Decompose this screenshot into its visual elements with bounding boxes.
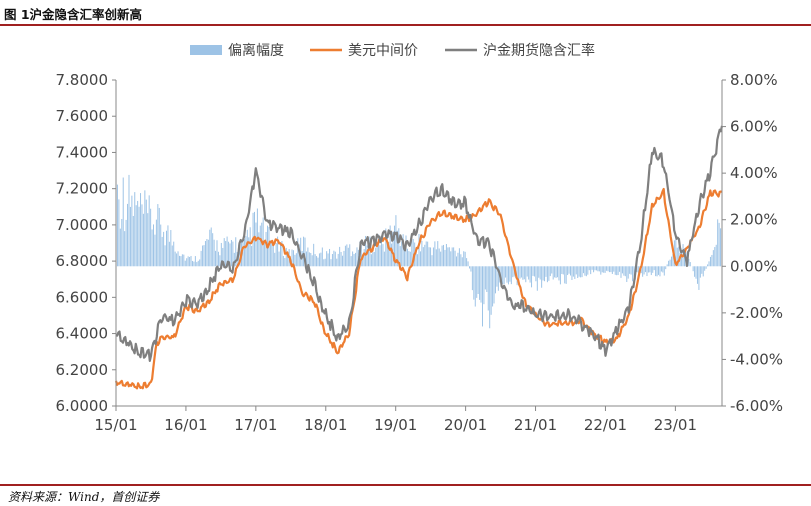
legend-swatch-bar <box>190 45 222 55</box>
x-tick-label: 18/01 <box>304 416 347 434</box>
y-left-tick-label: 6.4000 <box>56 325 109 343</box>
axes <box>115 80 723 407</box>
y-left-tick-label: 7.4000 <box>56 143 109 161</box>
y-right-tick-label: -6.00% <box>730 397 783 415</box>
y-right-tick-label: 0.00% <box>730 257 778 275</box>
x-tick-label: 17/01 <box>234 416 277 434</box>
y-left-tick-label: 7.8000 <box>56 71 109 89</box>
legend-label: 沪金期货隐含汇率 <box>483 42 595 59</box>
y-left-tick-label: 6.8000 <box>56 252 109 270</box>
y-right-tick-label: 4.00% <box>730 164 778 182</box>
x-tick-label: 22/01 <box>584 416 627 434</box>
x-axis-ticks: 15/01 16/01 17/01 18/01 19/01 20/01 21/01 22/01… <box>94 406 697 434</box>
y-right-tick-label: -4.00% <box>730 350 783 368</box>
y-left-tick-label: 7.2000 <box>56 180 109 198</box>
x-tick-label: 15/01 <box>94 416 137 434</box>
y-left-tick-label: 6.2000 <box>56 361 109 379</box>
legend-label: 偏离幅度 <box>228 42 284 59</box>
y-left-tick-label: 7.0000 <box>56 216 109 234</box>
x-tick-label: 16/01 <box>164 416 207 434</box>
y-left-tick-label: 7.6000 <box>56 107 109 125</box>
source-note: 资料来源：Wind，首创证券 <box>8 490 160 504</box>
y-left-tick-label: 6.6000 <box>56 288 109 306</box>
y-right-tick-label: -2.00% <box>730 304 783 322</box>
y-right-tick-label: 6.00% <box>730 118 778 136</box>
chart: 偏离幅度 美元中间价 沪金期货隐含汇率 6.0000 6.2000 6.4000 6.60… <box>56 42 784 434</box>
y-axis-left-ticks: 6.0000 6.2000 6.4000 6.6000 6.8000 7.0000 7.20… <box>56 71 116 415</box>
x-tick-label: 23/01 <box>654 416 697 434</box>
y-right-tick-label: 2.00% <box>730 211 778 229</box>
figure-title: 图 1沪金隐含汇率创新高 <box>4 7 143 22</box>
top-rule <box>0 24 811 26</box>
bottom-rule <box>0 484 811 486</box>
y-left-tick-label: 6.0000 <box>56 397 109 415</box>
legend-label: 美元中间价 <box>348 43 418 59</box>
y-axis-right-ticks: -6.00% -4.00% -2.00% 0.00% 2.00% 4.00% 6.00% 8.… <box>722 71 783 415</box>
series-line-gold-implied-rate <box>115 125 724 362</box>
x-tick-label: 19/01 <box>374 416 417 434</box>
series-line-usd-central-parity <box>114 187 723 390</box>
legend: 偏离幅度 美元中间价 沪金期货隐含汇率 <box>190 42 595 59</box>
x-tick-label: 20/01 <box>444 416 487 434</box>
y-right-tick-label: 8.00% <box>730 71 778 89</box>
lines <box>114 125 724 390</box>
x-tick-label: 21/01 <box>514 416 557 434</box>
